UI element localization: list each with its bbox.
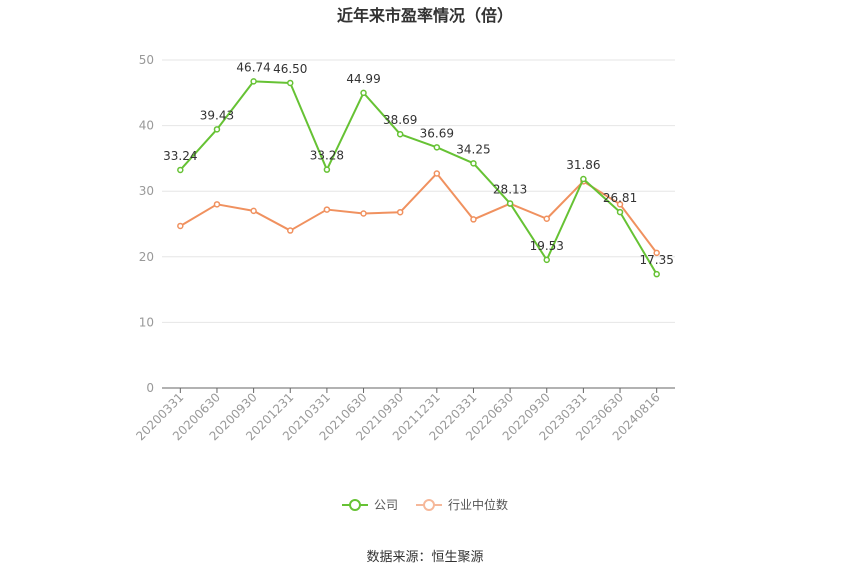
- data-point: [396, 208, 404, 216]
- data-point: [287, 227, 294, 234]
- legend: 公司 行业中位数: [0, 496, 850, 513]
- data-point: [287, 79, 294, 87]
- y-tick-label: 0: [146, 381, 154, 395]
- data-point: [616, 208, 624, 216]
- legend-label-company: 公司: [373, 498, 398, 512]
- data-label: 34.25: [456, 142, 490, 156]
- data-point: [250, 207, 257, 215]
- pe-ratio-line-chart: 0102030405020200331202006302020093020201…: [133, 53, 675, 443]
- data-label: 17.35: [639, 253, 673, 267]
- chart-title: 近年来市盈率情况（倍）: [336, 6, 513, 25]
- data-point: [470, 160, 477, 167]
- data-point: [506, 200, 514, 207]
- legend-line-marker-icon: [341, 498, 368, 512]
- label-layer: 33.24 39.43 46.74 46.50 33.28 44.99 38.6936.69…: [163, 60, 674, 267]
- data-point: [213, 201, 221, 208]
- data-label: 46.74: [236, 60, 270, 74]
- data-point: [213, 126, 221, 133]
- data-point: [470, 216, 477, 223]
- data-label: 28.13: [493, 182, 527, 196]
- data-point: [177, 166, 184, 174]
- data-point: [653, 249, 660, 257]
- data-point: [616, 201, 624, 208]
- data-point: [250, 78, 257, 85]
- data-point: [323, 206, 331, 213]
- series-layer: [177, 78, 660, 278]
- series-line-0: [179, 80, 658, 275]
- data-point: [360, 89, 367, 97]
- data-point: [323, 166, 331, 173]
- data-label: 33.28: [310, 149, 344, 163]
- data-point: [653, 270, 660, 278]
- data-label: 39.43: [200, 108, 234, 122]
- y-tick-label: 50: [139, 53, 154, 67]
- data-label: 44.99: [346, 72, 380, 86]
- y-tick-label: 40: [139, 119, 154, 133]
- y-tick-label: 20: [139, 250, 154, 264]
- y-tick-label: 30: [139, 184, 154, 198]
- y-tick-label: 10: [139, 315, 154, 329]
- data-point: [580, 175, 587, 183]
- legend-item-company[interactable]: 公司: [341, 496, 398, 513]
- data-point: [543, 256, 550, 264]
- data-point: [543, 215, 550, 223]
- data-point: [433, 144, 441, 151]
- data-point: [177, 222, 184, 230]
- data-label: 31.86: [566, 158, 600, 172]
- data-point: [396, 130, 404, 138]
- series-line-1: [179, 172, 658, 254]
- data-point: [360, 210, 367, 217]
- data-source: 数据来源：恒生聚源: [366, 550, 484, 565]
- data-label: 38.69: [383, 113, 417, 127]
- legend-line-marker-icon: [416, 498, 442, 512]
- data-label: 19.53: [530, 239, 564, 253]
- legend-label-industry-median: 行业中位数: [448, 498, 509, 512]
- grid-layer: [162, 59, 675, 323]
- data-label: 26.81: [603, 191, 637, 205]
- data-label: 33.24: [163, 149, 197, 163]
- data-label: 46.50: [273, 62, 307, 76]
- legend-item-industry-median[interactable]: 行业中位数: [416, 496, 508, 513]
- data-label: 36.69: [420, 126, 454, 140]
- data-point: [433, 170, 441, 177]
